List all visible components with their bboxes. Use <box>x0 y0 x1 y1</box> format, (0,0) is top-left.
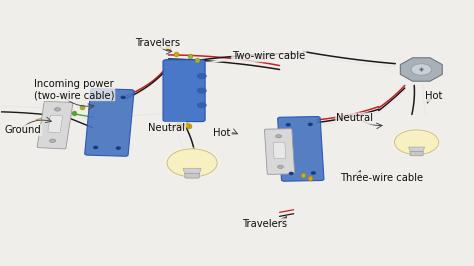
Circle shape <box>94 146 98 148</box>
FancyBboxPatch shape <box>85 89 134 156</box>
Circle shape <box>411 64 431 75</box>
Circle shape <box>198 74 206 78</box>
Circle shape <box>165 148 219 178</box>
Circle shape <box>198 103 206 107</box>
Circle shape <box>99 96 102 98</box>
Circle shape <box>276 135 282 138</box>
Circle shape <box>278 165 283 168</box>
Text: Hot: Hot <box>213 128 231 138</box>
Circle shape <box>117 147 120 149</box>
Text: Neutral: Neutral <box>148 123 185 133</box>
FancyBboxPatch shape <box>185 173 199 178</box>
Polygon shape <box>183 168 201 174</box>
Circle shape <box>55 108 61 111</box>
Text: Travelers: Travelers <box>242 219 287 229</box>
Circle shape <box>121 96 125 98</box>
Text: Two-wire cable: Two-wire cable <box>232 51 306 61</box>
Circle shape <box>49 139 56 143</box>
Text: Travelers: Travelers <box>136 38 181 48</box>
FancyBboxPatch shape <box>278 117 324 181</box>
FancyBboxPatch shape <box>273 142 286 159</box>
Text: Three-wire cable: Three-wire cable <box>340 173 423 183</box>
FancyBboxPatch shape <box>163 60 205 122</box>
Text: Hot: Hot <box>425 91 442 101</box>
FancyBboxPatch shape <box>48 115 63 132</box>
Circle shape <box>198 88 206 93</box>
Text: Neutral: Neutral <box>336 113 373 123</box>
FancyBboxPatch shape <box>410 151 423 156</box>
Circle shape <box>392 129 441 156</box>
Text: Ground: Ground <box>4 125 41 135</box>
FancyBboxPatch shape <box>37 101 73 149</box>
Circle shape <box>309 123 312 125</box>
Circle shape <box>286 124 290 126</box>
Circle shape <box>394 130 439 155</box>
Circle shape <box>290 172 293 174</box>
FancyBboxPatch shape <box>264 129 295 174</box>
Polygon shape <box>401 58 442 81</box>
Text: Incoming power
(two-wire cable): Incoming power (two-wire cable) <box>34 78 114 100</box>
Polygon shape <box>409 147 425 153</box>
Circle shape <box>167 149 217 177</box>
Circle shape <box>311 172 315 174</box>
